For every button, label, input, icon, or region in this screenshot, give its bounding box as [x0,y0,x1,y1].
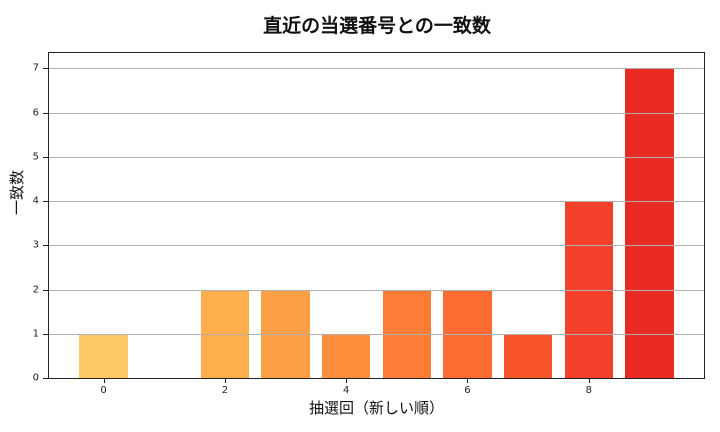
grid-line [49,289,704,291]
x-tick-label: 2 [221,385,229,396]
grid-line [49,201,704,203]
grid-line [49,333,704,335]
y-axis-label: 一致数 [8,169,26,215]
y-tick-label: 1 [32,328,39,340]
chart-title: 直近の当選番号との一致数 [263,15,491,37]
x-tick-label: 6 [464,385,471,396]
y-tick [43,156,48,158]
grid-line [49,156,704,158]
bar [79,333,128,378]
x-tick [346,379,348,383]
y-tick-label: 5 [32,151,39,163]
bar [321,333,371,378]
y-tick-label: 7 [32,62,39,74]
x-tick [224,379,226,383]
x-axis-label: 抽選回（新しい順） [308,399,444,417]
grid-line [49,245,704,247]
x-tick [103,379,105,383]
bar [625,68,674,378]
x-tick [588,379,590,383]
y-tick [43,289,48,291]
y-tick [43,378,48,379]
y-tick [43,112,48,114]
x-tick-label: 0 [100,385,107,396]
plot-area: 0 1 2 3 4 5 6 7 0 2 4 6 8 [33,52,705,396]
y-tick [43,245,48,247]
y-tick-label: 3 [32,239,39,251]
bar [503,333,553,378]
grid-line [49,68,704,70]
y-tick-label: 6 [32,107,39,119]
y-tick-label: 4 [32,195,39,207]
x-tick [467,379,469,383]
y-tick [43,68,48,70]
y-tick-label: 0 [32,372,39,384]
x-tick-label: 8 [585,385,592,396]
y-tick [43,333,48,335]
y-tick [43,201,48,203]
y-tick-label: 2 [32,284,39,296]
x-tick-label: 4 [342,385,350,396]
grid-line [49,112,704,114]
